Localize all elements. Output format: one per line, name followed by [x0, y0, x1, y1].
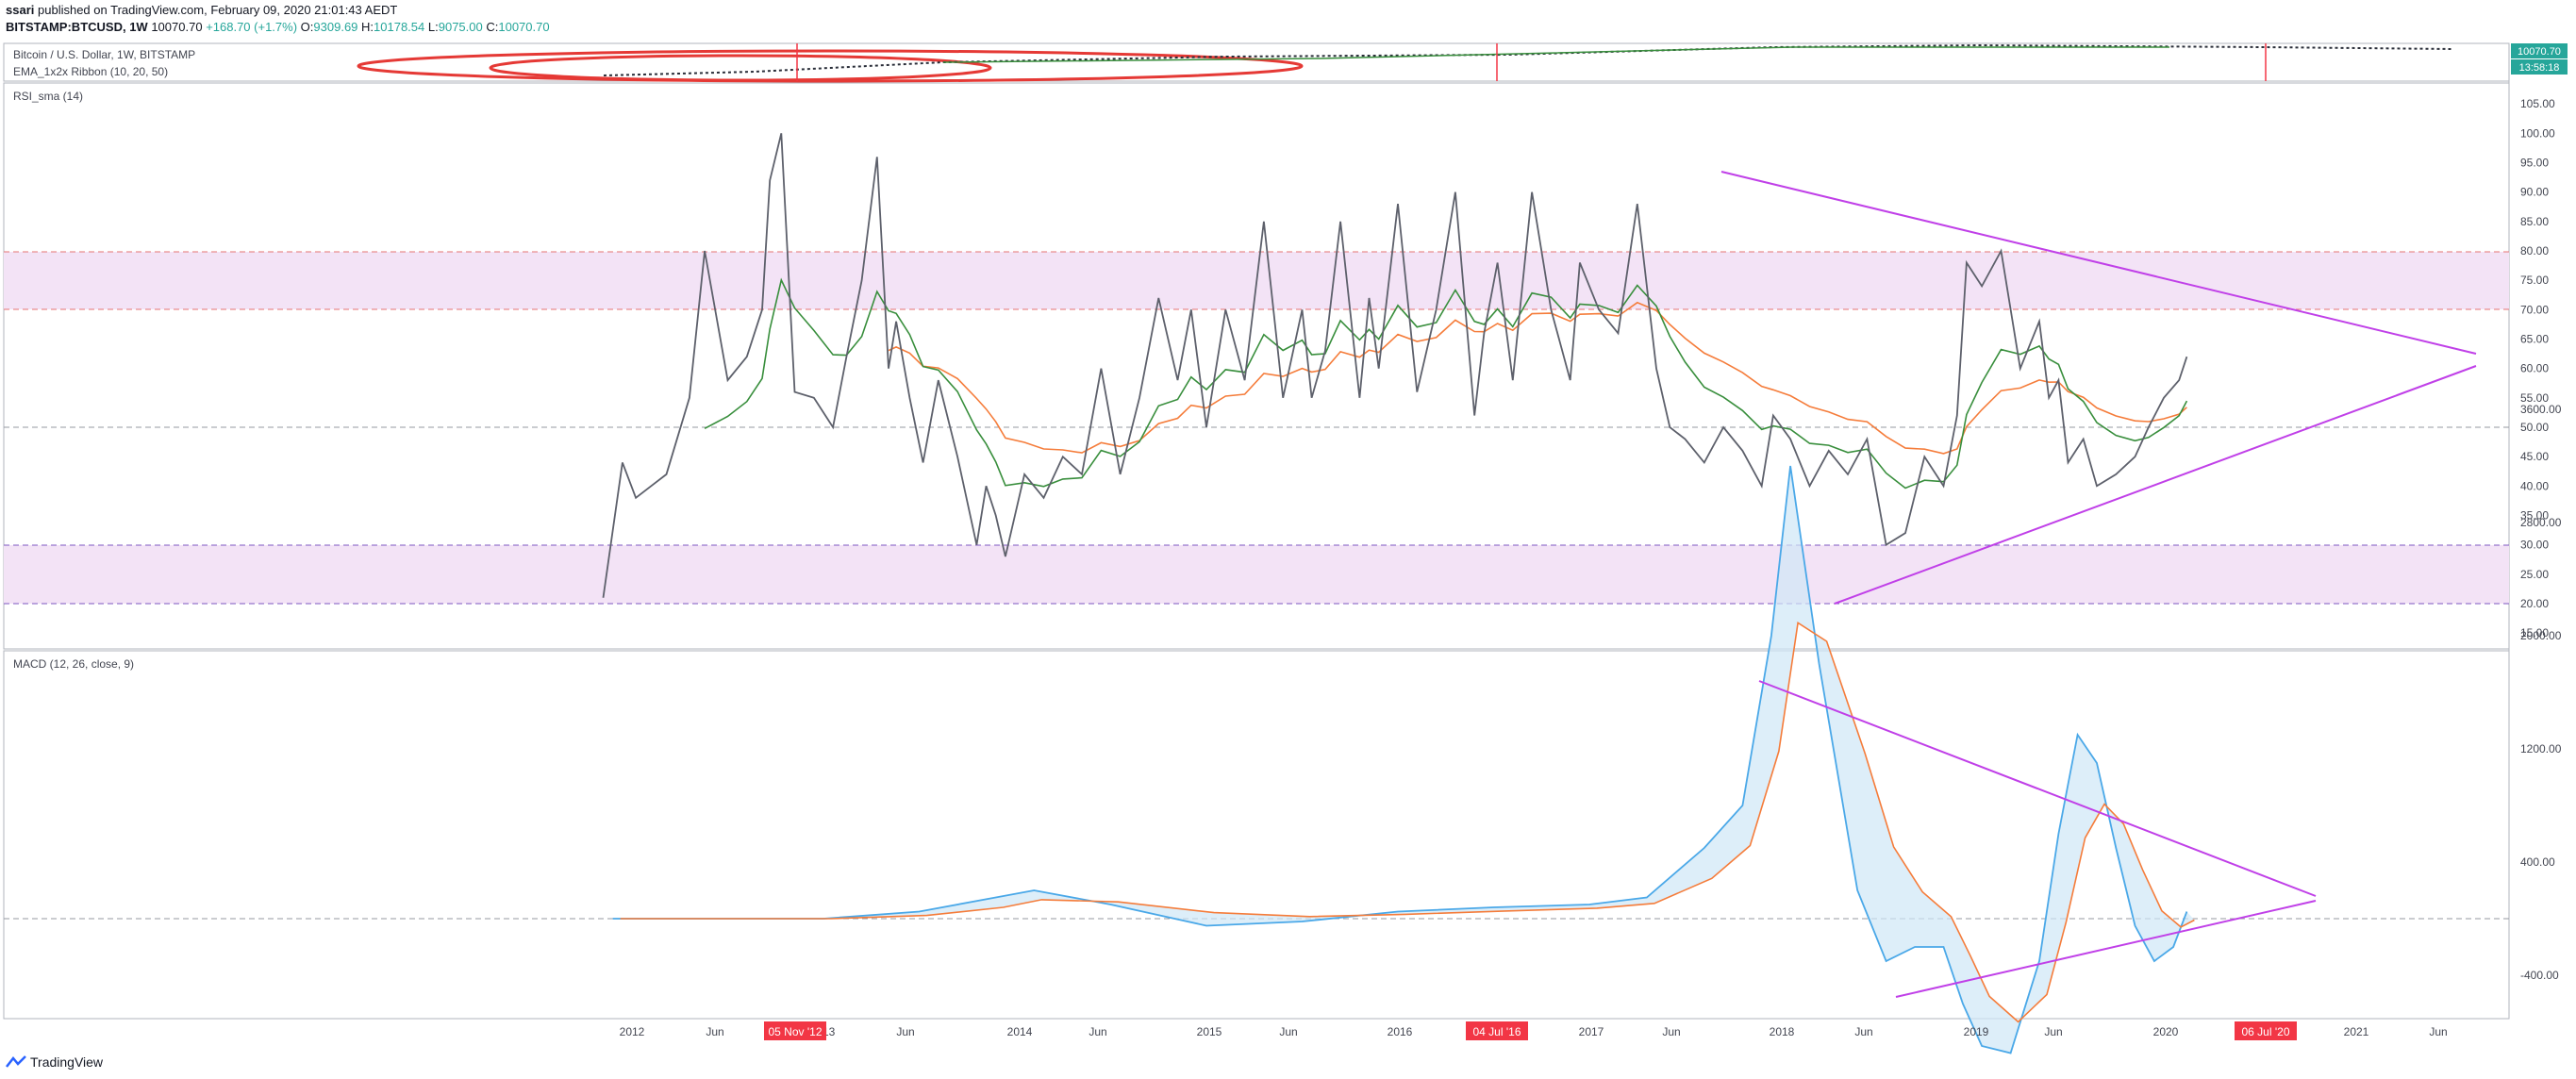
rsi-chart: RSI_sma (14) 105.00 100.00 95.00 90.00 85.00…	[4, 90, 2555, 639]
rsi-line	[602, 133, 2188, 598]
tradingview-icon	[6, 1055, 26, 1068]
ohlc-line: BITSTAMP:BTCUSD, 1W 10070.70 +168.70 (+1…	[6, 20, 550, 34]
time-axis-label: Jun	[1854, 1025, 1872, 1038]
time-axis-label: Jun	[1279, 1025, 1297, 1038]
low-label: L:	[427, 20, 439, 34]
change-value: +168.70 (+1.7%)	[206, 20, 298, 34]
macd-axis: 3600.00 2800.00 2000.00 1200.00 400.00 -400.0…	[2520, 403, 2562, 982]
time-axis: 2012Jun2013Jun2014Jun2015Jun2016Jun2017J…	[620, 1021, 2448, 1040]
macd-line	[612, 465, 2188, 1054]
time-axis-label: 2015	[1197, 1025, 1222, 1038]
ema-ribbon-label[interactable]: EMA_1x2x Ribbon (10, 20, 50)	[13, 65, 168, 78]
rsi-tick-label: 75.00	[2520, 274, 2549, 287]
time-axis-label: Jun	[896, 1025, 914, 1038]
rsi-tick-label: 60.00	[2520, 362, 2549, 375]
rsi-lower-trendline[interactable]	[1834, 365, 2477, 605]
time-axis-label: 2016	[1388, 1025, 1413, 1038]
rsi-tick-label: 35.00	[2520, 509, 2549, 523]
time-axis-label: 2018	[1770, 1025, 1795, 1038]
macd-tick-label: -400.00	[2520, 969, 2559, 982]
time-axis-label: 2021	[2344, 1025, 2369, 1038]
macd-upper-trendline[interactable]	[1758, 680, 2317, 897]
date-badge	[764, 1021, 826, 1040]
macd-tick-label: 400.00	[2520, 855, 2555, 869]
time-axis-label: 2017	[1579, 1025, 1604, 1038]
publisher-name[interactable]: ssari	[6, 3, 35, 17]
rsi-tick-label: 85.00	[2520, 215, 2549, 228]
countdown-tag-label: 13:58:18	[2519, 62, 2560, 74]
date-badge	[1466, 1021, 1528, 1040]
rsi-tick-label: 50.00	[2520, 421, 2549, 434]
oversold-band	[4, 545, 2509, 604]
macd-chart: MACD (12, 26, close, 9) 3600.00 2800.00 20…	[4, 403, 2562, 1054]
close-value: 10070.70	[498, 20, 550, 34]
price-tag-label: 10070.70	[2518, 46, 2561, 58]
rsi-tick-label: 40.00	[2520, 479, 2549, 492]
brand-label: TradingView	[30, 1054, 104, 1070]
rsi-tick-label: 90.00	[2520, 186, 2549, 199]
macd-tick-label: 2000.00	[2520, 629, 2562, 642]
ema-line	[942, 46, 2169, 63]
time-axis-label: 2014	[1007, 1025, 1033, 1038]
high-label: H:	[361, 20, 374, 34]
highlight-ellipse	[357, 49, 1304, 83]
rsi-slow-ema	[888, 301, 2187, 455]
time-axis-label: 2020	[2153, 1025, 2179, 1038]
open-value: 9309.69	[313, 20, 358, 34]
high-value: 10178.54	[374, 20, 425, 34]
macd-lower-trendline[interactable]	[1895, 900, 2317, 998]
rsi-tick-label: 15.00	[2520, 626, 2549, 639]
published-text: published on TradingView.com, February 0…	[38, 3, 398, 17]
rsi-tick-label: 105.00	[2520, 97, 2555, 110]
rsi-tick-label: 65.00	[2520, 333, 2549, 346]
macd-tick-label: 3600.00	[2520, 403, 2562, 416]
open-label: O:	[300, 20, 314, 34]
time-axis-label: Jun	[1662, 1025, 1680, 1038]
rsi-tick-label: 25.00	[2520, 568, 2549, 581]
rsi-tick-label: 55.00	[2520, 391, 2549, 405]
macd-tick-label: 2800.00	[2520, 516, 2562, 529]
rsi-pane-title[interactable]: RSI_sma (14)	[13, 90, 83, 103]
time-axis-label: Jun	[2429, 1025, 2447, 1038]
time-axis-label: Jun	[1089, 1025, 1106, 1038]
last-price: 10070.70	[151, 20, 203, 34]
symbol-label: BITSTAMP:BTCUSD, 1W	[6, 20, 148, 34]
rsi-fast-ema	[704, 277, 2188, 490]
macd-pane	[3, 650, 2510, 1020]
rsi-tick-label: 45.00	[2520, 450, 2549, 463]
time-axis-label: Jun	[706, 1025, 723, 1038]
rsi-tick-label: 95.00	[2520, 157, 2549, 170]
countdown-tag	[2511, 59, 2568, 75]
macd-tick-label: 1200.00	[2520, 742, 2562, 755]
low-value: 9075.00	[438, 20, 483, 34]
price-tag	[2511, 43, 2568, 58]
date-badge	[2235, 1021, 2297, 1040]
rsi-axis: 105.00 100.00 95.00 90.00 85.00 80.00 75.00 70.…	[2520, 97, 2555, 639]
close-label: C:	[486, 20, 499, 34]
time-axis-label: 2019	[1964, 1025, 1989, 1038]
time-axis-label: Jun	[2044, 1025, 2062, 1038]
rsi-upper-trendline[interactable]	[1720, 171, 2477, 355]
rsi-tick-label: 20.00	[2520, 597, 2549, 610]
date-badge-label: 05 Nov '12	[769, 1025, 823, 1038]
time-axis-label: 2012	[620, 1025, 645, 1038]
price-pane-title: Bitcoin / U.S. Dollar, 1W, BITSTAMP	[13, 48, 195, 61]
tradingview-logo[interactable]: TradingView	[6, 1054, 103, 1070]
date-badge-label: 06 Jul '20	[2242, 1025, 2290, 1038]
rsi-tick-label: 100.00	[2520, 126, 2555, 140]
price-pane-content: Bitcoin / U.S. Dollar, 1W, BITSTAMP EMA_…	[13, 43, 2568, 83]
price-line	[603, 43, 2453, 76]
rsi-tick-label: 70.00	[2520, 303, 2549, 316]
macd-pane-title[interactable]: MACD (12, 26, close, 9)	[13, 657, 134, 671]
rsi-tick-label: 30.00	[2520, 539, 2549, 552]
publisher-line: ssari published on TradingView.com, Febr…	[6, 3, 397, 17]
date-badge-label: 04 Jul '16	[1473, 1025, 1521, 1038]
rsi-tick-label: 80.00	[2520, 244, 2549, 257]
signal-line	[620, 621, 2195, 1023]
